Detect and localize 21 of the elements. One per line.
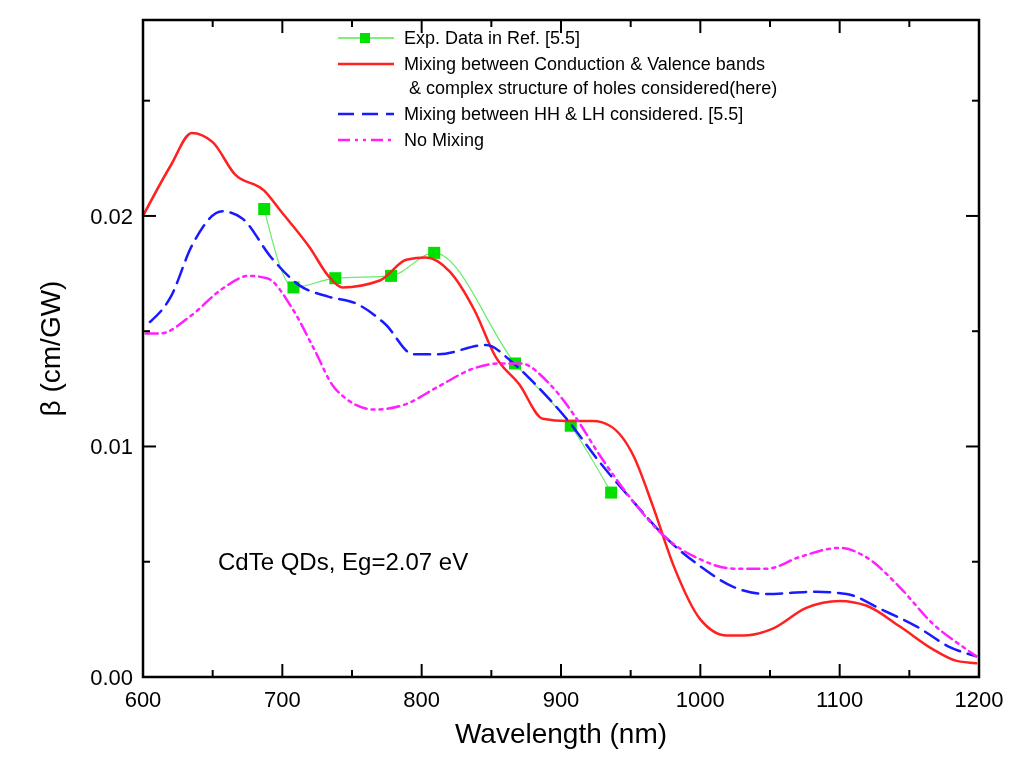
point xyxy=(605,486,618,499)
point xyxy=(428,246,441,259)
legend-label: No Mixing xyxy=(404,130,485,150)
x-tick-label: 1200 xyxy=(954,687,1004,712)
x-tick-label: 800 xyxy=(403,687,441,712)
y-tick-label: 0.01 xyxy=(90,434,133,460)
legend-label: Exp. Data in Ref. [5.5] xyxy=(404,28,581,48)
x-axis-title: Wavelength (nm) xyxy=(454,718,668,749)
annotation: CdTe QDs, Eg=2.07 eV xyxy=(218,547,469,575)
x-tick-label: 1000 xyxy=(675,687,725,712)
y-tick-label: 0.02 xyxy=(90,203,133,229)
x-tick-label: 700 xyxy=(263,687,301,712)
x-tick-label: 600 xyxy=(124,687,162,712)
x-tick-label: 900 xyxy=(542,687,580,712)
y-axis-title: β (cm/GW) xyxy=(35,280,66,417)
line-series xyxy=(141,131,978,665)
y-tick-label: 0.00 xyxy=(90,665,133,690)
legend-label: Mixing between HH & LH considered. [5.5] xyxy=(404,104,744,124)
x-tick-label: 1100 xyxy=(816,687,864,712)
legend-label: Mixing between Conduction & Valence bands & complex structure of holes considered(here) xyxy=(404,54,778,98)
point xyxy=(258,203,271,216)
